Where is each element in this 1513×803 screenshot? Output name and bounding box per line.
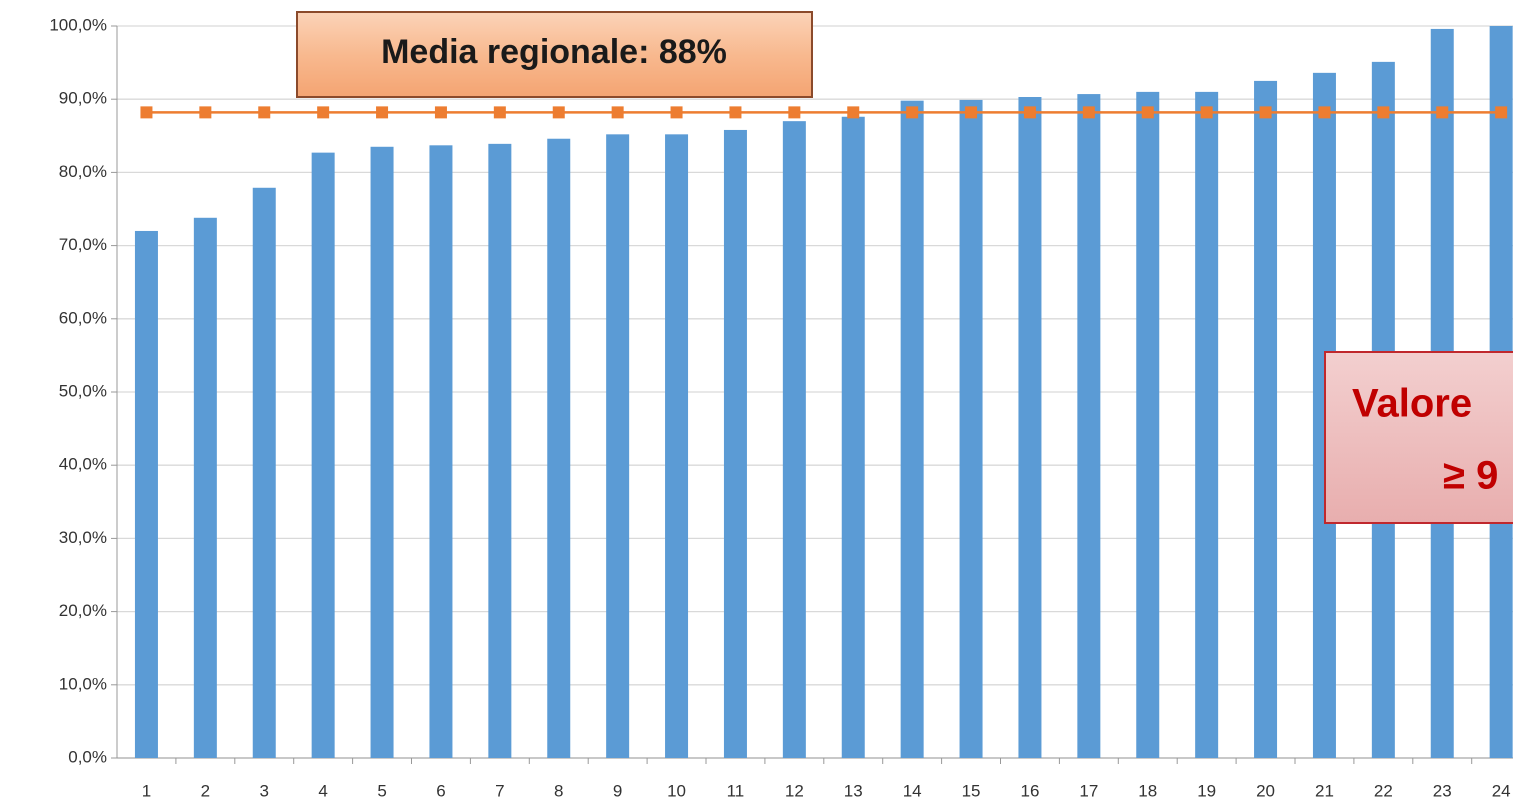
bar [606,134,630,758]
x-tick-label: 7 [495,781,504,800]
x-tick-label: 23 [1433,781,1452,800]
line-marker [376,106,389,119]
annotation-box [296,11,813,98]
bar [488,143,512,759]
x-tick-label: 21 [1315,781,1334,800]
annotation-text: Media regionale: 88% [381,33,727,71]
x-tick-label: 20 [1256,781,1275,800]
line-marker [1141,106,1154,119]
bar [665,134,689,758]
bar [900,100,924,758]
bar [959,99,983,758]
y-tick-label: 40,0% [59,455,107,474]
line-marker [670,106,683,119]
x-tick-label: 22 [1374,781,1393,800]
line-marker [1377,106,1390,119]
line-marker [965,106,978,119]
x-tick-label: 9 [613,781,622,800]
y-tick-label: 80,0% [59,162,107,181]
bar [1195,91,1219,758]
line-marker [552,106,565,119]
line-marker [1023,106,1036,119]
x-tick-label: 1 [142,781,151,800]
x-tick-label: 12 [785,781,804,800]
annotation-text: Valore [1352,382,1472,426]
bar [134,230,158,758]
y-tick-label: 60,0% [59,308,107,327]
x-tick-label: 5 [377,781,386,800]
x-tick-label: 11 [727,781,745,800]
x-tick-label: 18 [1138,781,1157,800]
x-tick-label: 15 [962,781,981,800]
line-marker [493,106,506,119]
y-tick-label: 100,0% [49,15,107,34]
line-marker [906,106,919,119]
y-tick-label: 30,0% [59,528,107,547]
bar [1136,91,1160,758]
line-marker [1259,106,1272,119]
line-marker [1436,106,1449,119]
x-tick-label: 2 [201,781,210,800]
y-tick-label: 70,0% [59,235,107,254]
line-marker [140,106,153,119]
y-tick-label: 10,0% [59,674,107,693]
line-marker [258,106,271,119]
line-marker [847,106,860,119]
bar [1254,80,1278,758]
y-tick-label: 0,0% [68,747,107,766]
x-tick-label: 16 [1020,781,1039,800]
bar [429,145,453,759]
bar [193,217,217,758]
line-marker [729,106,742,119]
bar [547,138,571,758]
x-tick-label: 13 [844,781,863,800]
line-marker [434,106,447,119]
x-tick-label: 3 [260,781,269,800]
bar [723,129,747,759]
bar [311,152,335,759]
x-tick-label: 19 [1197,781,1216,800]
line-marker [1495,106,1508,119]
x-tick-label: 10 [667,781,686,800]
line-marker [611,106,624,119]
annotation-text: ≥ 9 [1443,454,1498,498]
y-tick-label: 50,0% [59,381,107,400]
line-marker [1318,106,1331,119]
line-marker [1082,106,1095,119]
line-marker [317,106,330,119]
annotation-box [1324,351,1513,524]
x-tick-label: 17 [1079,781,1098,800]
y-tick-label: 20,0% [59,601,107,620]
bar [841,116,865,758]
line-marker [1200,106,1213,119]
x-tick-label: 4 [318,781,327,800]
x-tick-label: 14 [903,781,922,800]
x-tick-label: 24 [1492,781,1511,800]
line-marker [788,106,801,119]
bar [1018,97,1042,758]
bar [252,187,276,759]
bar [1077,94,1101,759]
bar [370,146,394,758]
x-tick-label: 6 [436,781,445,800]
bar [782,121,806,758]
line-marker [199,106,212,119]
x-tick-label: 8 [554,781,563,800]
y-tick-label: 90,0% [59,89,107,108]
